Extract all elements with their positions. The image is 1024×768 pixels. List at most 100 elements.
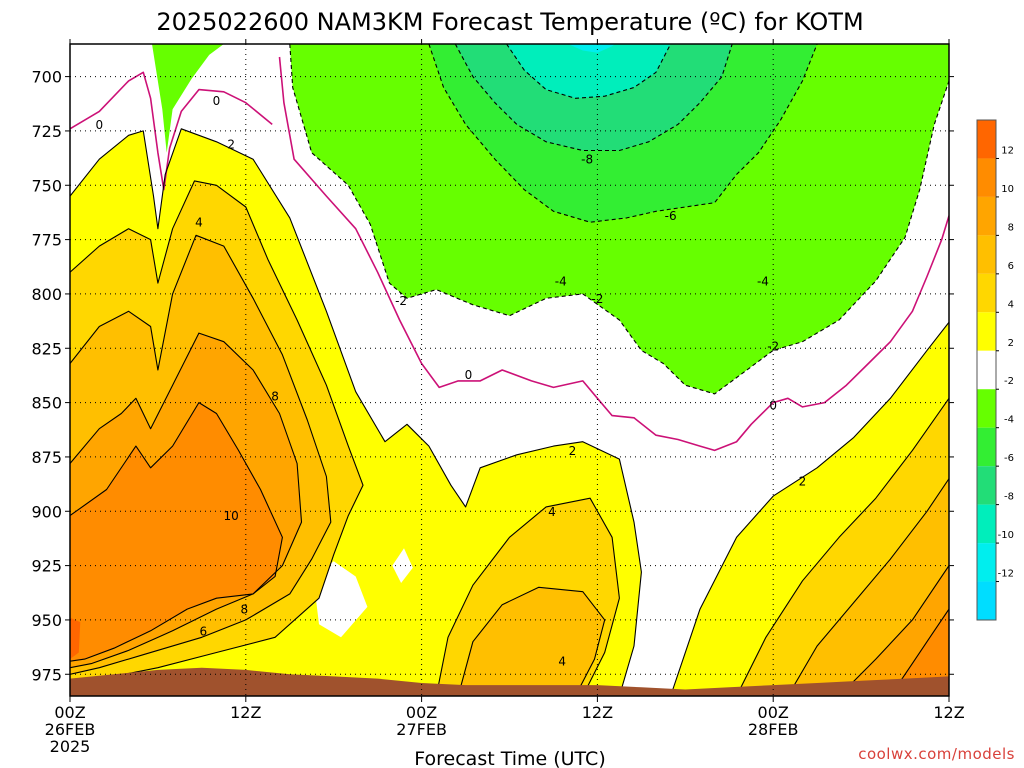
plot-frame xyxy=(69,43,950,697)
x-tick-label-4-1: 28FEB xyxy=(748,720,799,739)
plot-content: 0 0 2 4 8 10 8 6 -2 0 -8 -6 -4 -2 2 4 4 -4 -2 0 2 xyxy=(70,44,949,696)
y-tick-label-11: 975 xyxy=(31,665,62,684)
colorbar-label-9: -8 xyxy=(1004,492,1014,503)
temp-band-5 xyxy=(661,537,695,590)
contour-line-9 xyxy=(787,478,949,696)
x-tick-label-1-0: 12Z xyxy=(230,703,261,722)
colorbar-frame xyxy=(976,119,997,621)
contour-label-12: -4 xyxy=(555,274,567,288)
colorbar-label-2: 8 xyxy=(1008,222,1014,233)
y-tick-label-9: 925 xyxy=(31,557,62,576)
contour-line-12 xyxy=(70,402,283,662)
contour-label-13: -2 xyxy=(591,292,603,306)
contour-label-10: -8 xyxy=(581,153,593,167)
plot-area: 0 0 2 4 8 10 8 6 -2 0 -8 -6 -4 -2 2 4 4 -4 -2 0 2 xyxy=(69,43,950,697)
contour-label-14: 2 xyxy=(569,444,577,458)
contour-label-9: 0 xyxy=(465,368,473,382)
colorbar-swatch-3 xyxy=(977,235,996,274)
x-axis-title: Forecast Time (UTC) xyxy=(414,748,605,768)
contour-label-18: -2 xyxy=(767,340,779,354)
contour-line-1 xyxy=(278,56,949,452)
y-tick-label-2: 750 xyxy=(31,176,62,195)
contour-label-1: 0 xyxy=(213,94,221,108)
colorbar-swatch-0 xyxy=(977,120,996,159)
x-tick-label-0-1: 26FEB xyxy=(45,720,96,739)
contour-line-16 xyxy=(454,44,733,152)
y-tick-label-6: 850 xyxy=(31,394,62,413)
colorbar-swatch-5 xyxy=(977,312,996,351)
temp-band-16 xyxy=(70,617,81,660)
terrain-fill xyxy=(70,667,949,696)
contour-line-14 xyxy=(289,44,949,395)
contour-label-15: 4 xyxy=(548,505,556,519)
colorbar-label-5: 2 xyxy=(1008,338,1014,349)
x-tick-label-2-0: 00Z xyxy=(406,703,437,722)
x-tick-label-0-2: 2025 xyxy=(50,737,91,756)
colorbar-label-3: 6 xyxy=(1008,261,1014,272)
colorbar-swatch-10 xyxy=(977,504,996,544)
contour-line-11 xyxy=(838,565,949,696)
contour-line-7 xyxy=(70,234,332,675)
contour-label-7: 6 xyxy=(199,624,207,638)
credit-text: coolwx.com/models xyxy=(858,745,1015,763)
colorbar-swatch-7 xyxy=(977,389,996,428)
colorbar-swatch-1 xyxy=(977,158,996,197)
contour-label-2: 2 xyxy=(227,137,235,151)
colorbar-swatch-6 xyxy=(977,350,996,390)
y-tick-label-7: 875 xyxy=(31,448,62,467)
temp-band-3 xyxy=(313,561,368,638)
temp-band-20 xyxy=(455,44,733,151)
y-tick-label-10: 950 xyxy=(31,611,62,630)
contour-label-3: 4 xyxy=(195,216,203,230)
chart-title: 2025022600 NAM3KM Forecast Temperature (… xyxy=(156,8,863,36)
colorbar-label-1: 10 xyxy=(1001,184,1014,195)
contour-line-10 xyxy=(70,332,303,669)
x-tick-label-0-0: 00Z xyxy=(54,703,85,722)
contour-label-17: -4 xyxy=(757,274,769,288)
temp-band-22 xyxy=(568,44,615,53)
colorbar-swatch-2 xyxy=(977,196,996,236)
contour-line-3 xyxy=(670,321,949,696)
x-tick-label-3-0: 12Z xyxy=(582,703,613,722)
colorbar-label-10: -10 xyxy=(998,530,1014,541)
contour-line-0 xyxy=(70,71,273,191)
y-tick-label-1: 725 xyxy=(31,122,62,141)
colorbar-label-8: -6 xyxy=(1004,453,1014,464)
contour-line-8 xyxy=(457,586,606,696)
contour-label-20: 2 xyxy=(799,474,807,488)
y-tick-label-3: 775 xyxy=(31,231,62,250)
temp-band-4 xyxy=(392,548,413,583)
contour-line-17 xyxy=(506,44,672,99)
colorbar-label-7: -4 xyxy=(1004,415,1014,426)
y-tick-label-4: 800 xyxy=(31,285,62,304)
contour-label-11: -6 xyxy=(665,209,677,223)
contour-label-6: 8 xyxy=(241,603,249,617)
x-tick-label-2-1: 27FEB xyxy=(396,720,447,739)
colorbar-swatch-8 xyxy=(977,427,996,467)
temp-band-21 xyxy=(506,44,671,99)
y-tick-label-8: 900 xyxy=(31,502,62,521)
contour-line-5 xyxy=(435,497,620,696)
contour-line-2 xyxy=(70,128,642,696)
colorbar-label-0: 12 xyxy=(1001,145,1014,156)
y-tick-label-5: 825 xyxy=(31,339,62,358)
colorbar-legend: 12 10 8 6 4 2 -2 -4 -6 -8 -10 -12 xyxy=(976,119,1014,621)
contour-label-0: 0 xyxy=(95,118,103,132)
contour-label-8: -2 xyxy=(395,294,407,308)
colorbar-swatch-4 xyxy=(977,273,996,313)
colorbar-swatch-12 xyxy=(977,581,996,620)
contour-line-6 xyxy=(736,397,949,696)
colorbar-label-4: 4 xyxy=(1008,299,1014,310)
contour-label-5: 10 xyxy=(224,509,239,523)
colorbar-label-11: -12 xyxy=(998,569,1014,580)
contour-line-15 xyxy=(428,44,818,223)
temp-band-18 xyxy=(152,44,224,153)
contour-label-19: 0 xyxy=(769,398,777,412)
colorbar-label-6: -2 xyxy=(1004,376,1014,387)
x-tick-label-4-0: 00Z xyxy=(758,703,789,722)
contour-label-16: 4 xyxy=(558,655,566,669)
y-tick-label-0: 700 xyxy=(31,68,62,87)
